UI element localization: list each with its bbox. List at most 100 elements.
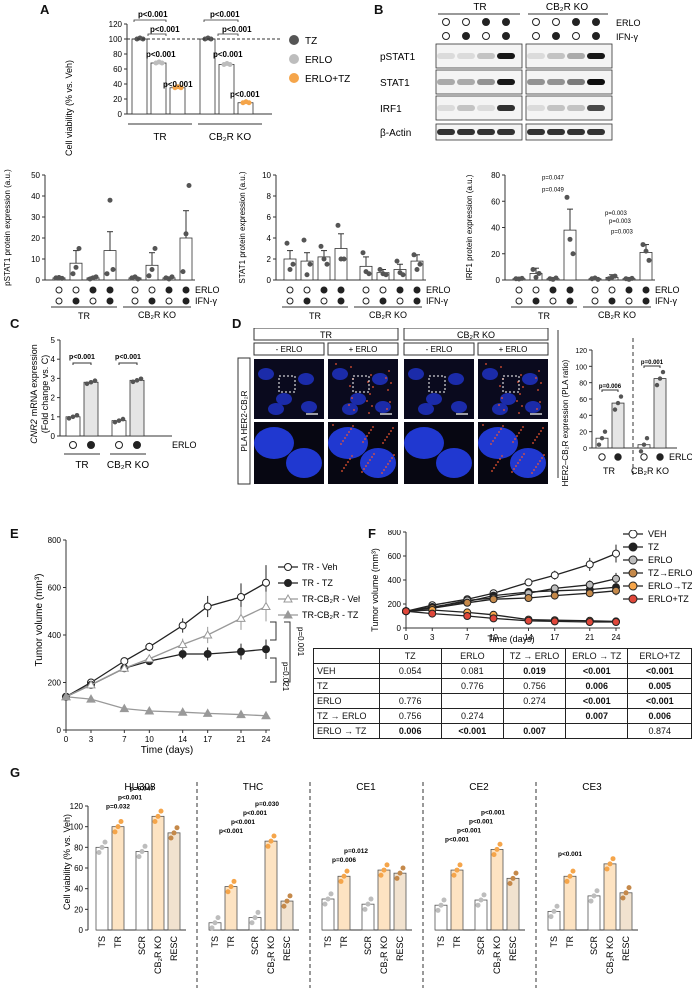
e-point xyxy=(178,621,187,630)
e-xtick-label: 7 xyxy=(122,735,127,744)
d-pla-signal xyxy=(390,382,392,384)
d-pla-signal xyxy=(371,405,373,407)
f-point xyxy=(524,578,533,587)
d-pla-signal xyxy=(541,457,543,459)
a-p6: p<0.001 xyxy=(222,25,252,34)
g-point xyxy=(168,835,174,841)
panel-label-f: F xyxy=(368,526,376,541)
b2-erlo-dot xyxy=(549,286,557,294)
e-legend-label: TR-CB₂R - Veh xyxy=(302,594,360,604)
d-nucleus xyxy=(350,393,366,405)
b-band xyxy=(437,129,455,135)
d-pla-signal xyxy=(332,424,334,426)
b2-point xyxy=(321,256,327,262)
b2-ifn-label: IFN-γ xyxy=(655,296,677,306)
table-cell: 0.006 xyxy=(378,723,442,739)
d-pla-signal xyxy=(516,435,518,437)
g-xtick-label: SCR xyxy=(137,936,147,956)
panel-a-ylabel: Cell viability (% vs. Veh) xyxy=(64,60,74,156)
d-pla-signal xyxy=(499,385,501,387)
d-pla-signal xyxy=(369,393,371,395)
b2-ylabel: STAT1 protein expression (a.u.) xyxy=(238,171,247,284)
c-ylabel-line1: CNR2mRNA expression xyxy=(29,344,39,444)
f-point xyxy=(428,609,437,618)
g-point xyxy=(99,844,105,850)
b2-erlo-dot xyxy=(286,286,294,294)
g-group-title: CE2 xyxy=(469,782,489,793)
g-xtick-label: CB₂R KO xyxy=(492,936,502,974)
g-point xyxy=(102,839,108,845)
d-ytick-label: 0 xyxy=(583,446,587,453)
table-cell: 0.054 xyxy=(378,663,442,679)
d-pla-signal xyxy=(353,409,355,411)
b2-erlo-dot xyxy=(642,286,650,294)
b2-ifn-dot xyxy=(55,297,63,305)
g-xtick-label: TR xyxy=(226,936,236,948)
a-p2: p<0.001 xyxy=(150,25,180,34)
g-xtick-label: TR xyxy=(339,936,349,948)
b2-ifn-dot xyxy=(337,297,345,305)
e-point xyxy=(61,691,71,701)
c-bracket xyxy=(72,362,92,365)
b2-pvalue: p=0.047 xyxy=(542,176,565,182)
table-cell: 0.007 xyxy=(502,723,567,739)
c-point xyxy=(92,378,98,384)
d-nucleus-zoom xyxy=(404,427,444,459)
d-pla-signal xyxy=(521,456,523,458)
b-tr: TR xyxy=(473,2,486,13)
b-band xyxy=(497,53,515,59)
g-pvalue: p<0.001 xyxy=(231,819,255,826)
d-pla-signal xyxy=(540,382,542,384)
c-ytick-label: 4 xyxy=(51,355,56,364)
b2-pvalue: p=0.003 xyxy=(605,211,628,217)
e-point xyxy=(236,613,246,622)
e-point xyxy=(178,650,187,658)
f-legend-marker xyxy=(628,594,638,604)
d-pla-signal xyxy=(514,438,516,440)
b2-ifn-dot xyxy=(396,297,404,305)
d-pla-signal xyxy=(518,432,520,434)
d-pla-signal xyxy=(361,471,363,473)
e-xtick-label: 10 xyxy=(145,735,154,744)
e-legend-label: TR-CB₂R - TZ xyxy=(302,610,359,620)
g-xtick-label: CB₂R KO xyxy=(605,936,615,974)
e-legend-marker xyxy=(284,579,292,587)
b2-point xyxy=(519,275,525,281)
b-ifn-dot xyxy=(592,32,600,40)
b-band xyxy=(477,129,495,135)
table-cell: 0.007 xyxy=(565,708,629,724)
d-pla-signal xyxy=(346,434,348,436)
d-pla-signal xyxy=(520,374,522,376)
b2-ifn-dot xyxy=(608,297,616,305)
g-point xyxy=(115,824,121,830)
b2-ytick-label: 2 xyxy=(267,255,272,264)
g-point xyxy=(588,898,594,904)
b-band xyxy=(437,53,455,59)
d-pla-signal xyxy=(515,465,517,467)
d-pla-signal xyxy=(335,363,337,365)
b-erlo-dot xyxy=(442,18,450,26)
b-band xyxy=(567,105,585,111)
b2-erlo-dot xyxy=(72,286,80,294)
b2-point xyxy=(59,275,65,281)
f-legend-marker xyxy=(628,530,638,539)
d-bar xyxy=(653,378,667,449)
g-point xyxy=(594,888,600,894)
d-nucleus xyxy=(418,403,434,415)
g-xtick-label: TR xyxy=(113,936,123,948)
f-ytick-label: 400 xyxy=(388,576,402,585)
g-bar xyxy=(337,875,351,931)
d-pla-signal xyxy=(535,377,537,379)
d-nucleus xyxy=(500,393,516,405)
a-group-tr: TR xyxy=(153,132,166,143)
b2-ytick-label: 0 xyxy=(36,276,41,285)
a-p8: p<0.001 xyxy=(230,90,260,99)
d-pla-signal xyxy=(386,436,388,438)
b2-ifn-dot xyxy=(165,297,173,305)
d-pla-signal xyxy=(539,460,541,462)
d-pla-signal xyxy=(538,370,540,372)
b2-chart-1: STAT1 protein expression (a.u.) 0 2 4 6 8 10 ER… xyxy=(238,171,451,308)
b2-point xyxy=(530,267,536,272)
d-pla-signal xyxy=(385,466,387,468)
b2-ytick-label: 20 xyxy=(491,250,500,259)
